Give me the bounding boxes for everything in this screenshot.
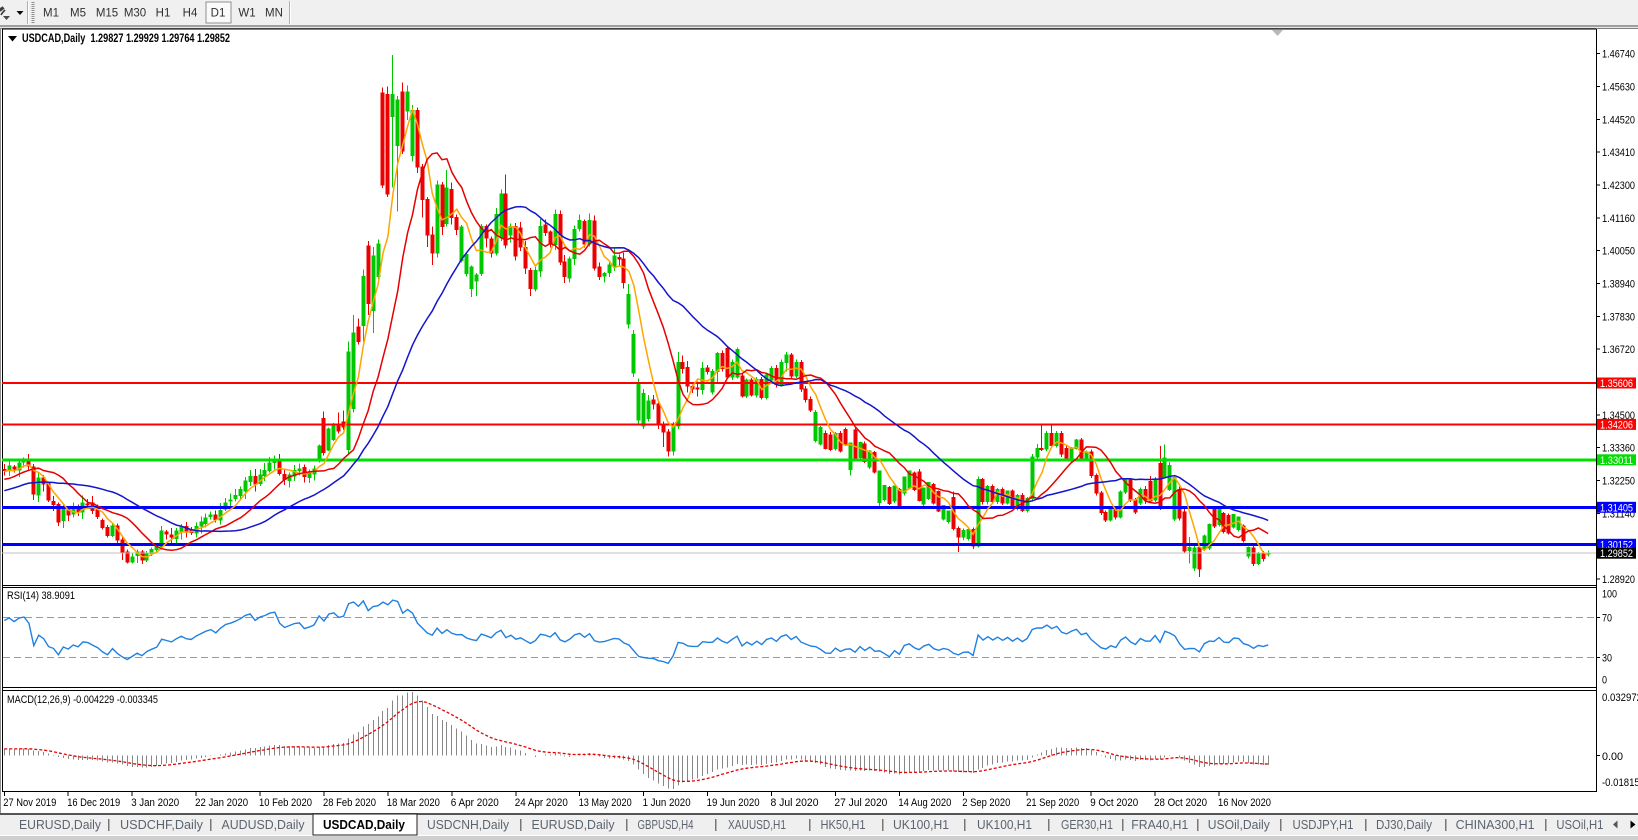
svg-text:28 Oct 2020: 28 Oct 2020 <box>1154 797 1207 809</box>
svg-text:19 Jun 2020: 19 Jun 2020 <box>707 797 760 809</box>
svg-text:1.36720: 1.36720 <box>1602 344 1635 356</box>
svg-text:1.41160: 1.41160 <box>1602 213 1635 225</box>
svg-text:GBPUSD,H4: GBPUSD,H4 <box>638 817 694 832</box>
svg-text:M30: M30 <box>124 8 146 20</box>
svg-text:1.33360: 1.33360 <box>1602 443 1635 455</box>
svg-text:21 Sep 2020: 21 Sep 2020 <box>1026 797 1079 809</box>
svg-text:1 Jun 2020: 1 Jun 2020 <box>643 797 691 809</box>
svg-text:1.34206: 1.34206 <box>1600 419 1633 431</box>
svg-text:0.00: 0.00 <box>1602 751 1623 763</box>
svg-text:M5: M5 <box>70 8 86 20</box>
svg-text:HK50,H1: HK50,H1 <box>821 817 866 832</box>
svg-text:6 Apr 2020: 6 Apr 2020 <box>451 797 499 809</box>
svg-text:16 Dec 2019: 16 Dec 2019 <box>67 797 120 809</box>
svg-text:1.34500: 1.34500 <box>1602 410 1635 422</box>
svg-text:1.43410: 1.43410 <box>1602 147 1635 159</box>
svg-text:1.28920: 1.28920 <box>1602 574 1635 586</box>
svg-text:H4: H4 <box>183 8 198 20</box>
svg-text:XAUUSD,H1: XAUUSD,H1 <box>728 817 786 832</box>
svg-text:EURUSD,Daily: EURUSD,Daily <box>19 817 101 832</box>
svg-text:18 Mar 2020: 18 Mar 2020 <box>387 797 440 809</box>
svg-text:0.032972: 0.032972 <box>1602 692 1638 704</box>
svg-text:1.32250: 1.32250 <box>1602 476 1635 488</box>
svg-text:D1: D1 <box>211 8 226 20</box>
svg-text:FRA40,H1: FRA40,H1 <box>1131 817 1188 832</box>
svg-text:70: 70 <box>1602 613 1612 625</box>
svg-text:EURUSD,Daily: EURUSD,Daily <box>532 817 615 832</box>
svg-text:M15: M15 <box>96 8 118 20</box>
svg-text:-0.018154: -0.018154 <box>1602 777 1638 789</box>
svg-text:USOil,Daily: USOil,Daily <box>1208 817 1270 832</box>
svg-text:10 Feb 2020: 10 Feb 2020 <box>259 797 312 809</box>
svg-text:1.40050: 1.40050 <box>1602 246 1635 258</box>
svg-text:1.31405: 1.31405 <box>1600 502 1633 514</box>
svg-text:9 Oct 2020: 9 Oct 2020 <box>1090 797 1138 809</box>
svg-text:1.37830: 1.37830 <box>1602 311 1635 323</box>
svg-text:USDCAD,Daily: USDCAD,Daily <box>323 817 406 832</box>
svg-text:GER30,H1: GER30,H1 <box>1061 817 1113 832</box>
svg-text:27 Jul 2020: 27 Jul 2020 <box>834 797 887 809</box>
svg-text:14 Aug 2020: 14 Aug 2020 <box>898 797 951 809</box>
svg-text:USDCAD,Daily 1.29827 1.29929: USDCAD,Daily 1.29827 1.29929 1.29764 1.2… <box>22 31 230 45</box>
svg-text:MACD(12,26,9) -0.004229 -0.003: MACD(12,26,9) -0.004229 -0.003345 <box>7 694 158 706</box>
svg-text:USDCNH,Daily: USDCNH,Daily <box>427 817 509 832</box>
svg-text:1.38940: 1.38940 <box>1602 279 1635 291</box>
svg-text:28 Feb 2020: 28 Feb 2020 <box>323 797 376 809</box>
svg-text:8 Jul 2020: 8 Jul 2020 <box>771 797 819 809</box>
svg-text:USDJPY,H1: USDJPY,H1 <box>1293 817 1354 832</box>
svg-text:UK100,H1: UK100,H1 <box>893 817 949 832</box>
svg-text:13 May 2020: 13 May 2020 <box>579 797 632 809</box>
svg-text:CHINA300,H1: CHINA300,H1 <box>1456 817 1535 832</box>
svg-text:UK100,H1: UK100,H1 <box>977 817 1032 832</box>
svg-text:0: 0 <box>1602 675 1607 687</box>
svg-text:24 Apr 2020: 24 Apr 2020 <box>515 797 568 809</box>
svg-text:H1: H1 <box>156 8 171 20</box>
svg-text:2 Sep 2020: 2 Sep 2020 <box>962 797 1010 809</box>
svg-text:16 Nov 2020: 16 Nov 2020 <box>1218 797 1271 809</box>
svg-text:1.45630: 1.45630 <box>1602 81 1635 93</box>
svg-text:W1: W1 <box>238 8 255 20</box>
svg-text:1.33011: 1.33011 <box>1600 455 1633 467</box>
svg-text:RSI(14) 38.9091: RSI(14) 38.9091 <box>7 590 75 602</box>
svg-text:27 Nov 2019: 27 Nov 2019 <box>3 797 56 809</box>
svg-text:1.44520: 1.44520 <box>1602 114 1635 126</box>
svg-text:1.29852: 1.29852 <box>1600 548 1633 560</box>
svg-text:MN: MN <box>265 8 283 20</box>
svg-text:1.42300: 1.42300 <box>1602 180 1635 192</box>
svg-text:1.35606: 1.35606 <box>1600 378 1633 390</box>
svg-text:1.46740: 1.46740 <box>1602 49 1635 61</box>
svg-text:M1: M1 <box>43 8 59 20</box>
svg-text:USDCHF,Daily: USDCHF,Daily <box>120 817 203 832</box>
svg-text:DJ30,Daily: DJ30,Daily <box>1376 817 1432 832</box>
svg-text:100: 100 <box>1602 588 1617 600</box>
svg-text:30: 30 <box>1602 653 1612 665</box>
svg-text:AUDUSD,Daily: AUDUSD,Daily <box>222 817 305 832</box>
svg-text:3 Jan 2020: 3 Jan 2020 <box>131 797 179 809</box>
svg-text:USOil,H1: USOil,H1 <box>1556 817 1603 832</box>
svg-text:22 Jan 2020: 22 Jan 2020 <box>195 797 248 809</box>
